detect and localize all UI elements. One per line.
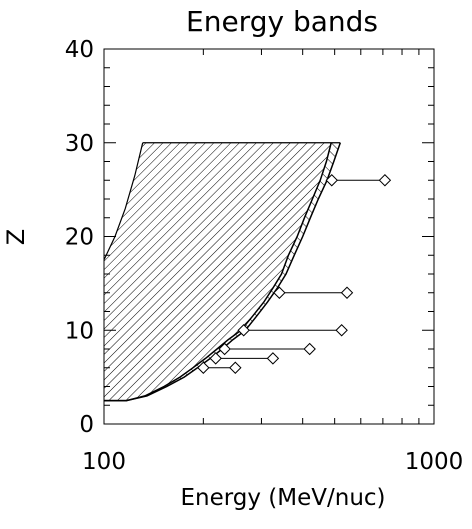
y-axis-label: Z bbox=[2, 229, 30, 245]
range-max-marker-z8 bbox=[303, 342, 316, 356]
y-tick-label: 20 bbox=[65, 225, 94, 251]
band-upper-edge bbox=[104, 142, 144, 261]
y-tick-label: 0 bbox=[79, 412, 94, 438]
axis-tick-labels: 0 10 20 30 40 100 1000 bbox=[65, 37, 464, 475]
y-tick-label: 40 bbox=[65, 37, 94, 63]
range-max-marker-z7 bbox=[266, 352, 280, 365]
range-min-marker-z8 bbox=[218, 342, 231, 356]
range-min-marker-z7 bbox=[209, 352, 222, 365]
inner-band-edge bbox=[104, 142, 332, 402]
chart-title: Energy bands bbox=[186, 5, 378, 38]
x-tick-label: 1000 bbox=[405, 449, 464, 475]
range-max-marker-z6 bbox=[229, 361, 242, 374]
energy-range-markers bbox=[197, 174, 392, 374]
range-min-marker-z10 bbox=[237, 324, 250, 337]
range-min-marker-z6 bbox=[197, 361, 210, 374]
y-tick-label: 30 bbox=[65, 131, 94, 157]
range-max-marker-z14 bbox=[340, 286, 354, 299]
dense-hatched-band bbox=[104, 142, 332, 401]
x-axis-label: Energy (MeV/nuc) bbox=[180, 485, 385, 511]
energy-band-areas bbox=[104, 142, 342, 402]
outer-band-edge bbox=[104, 142, 342, 402]
range-min-marker-z26 bbox=[325, 174, 338, 187]
range-max-marker-z10 bbox=[335, 324, 348, 337]
y-tick-label: 10 bbox=[65, 318, 94, 344]
range-max-marker-z26 bbox=[378, 174, 392, 187]
range-min-marker-z14 bbox=[273, 286, 286, 299]
x-tick-label: 100 bbox=[82, 449, 126, 475]
axis-ticks bbox=[103, 48, 435, 425]
